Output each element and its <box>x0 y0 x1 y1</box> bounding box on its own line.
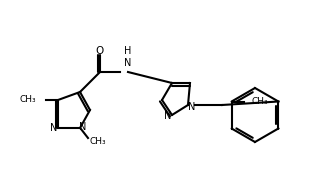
Text: CH₃: CH₃ <box>90 137 107 146</box>
Text: H
N: H N <box>124 46 131 68</box>
Text: CH₃: CH₃ <box>252 97 268 106</box>
Text: CH₃: CH₃ <box>19 96 36 105</box>
Text: O: O <box>96 46 104 56</box>
Text: N: N <box>50 123 58 133</box>
Text: N: N <box>164 111 172 121</box>
Text: N: N <box>79 122 87 132</box>
Text: N: N <box>188 102 196 112</box>
